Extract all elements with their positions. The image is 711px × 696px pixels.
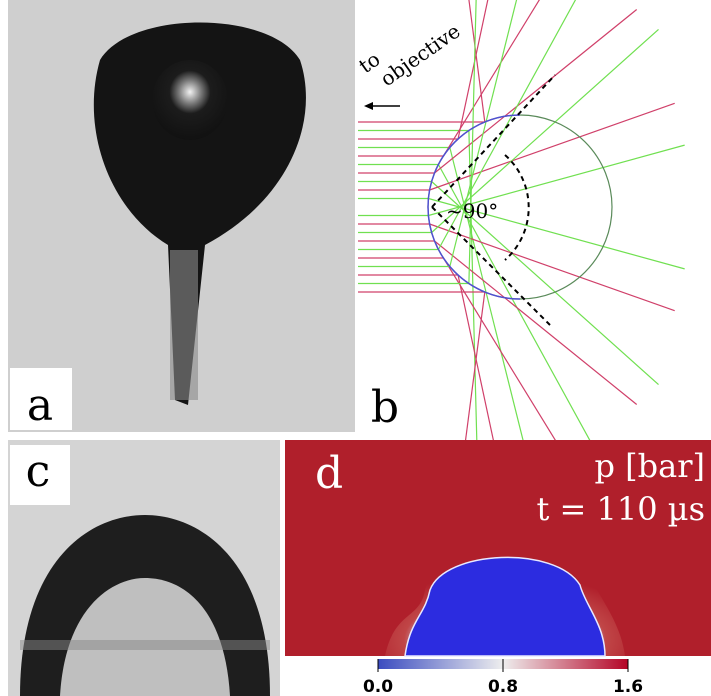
bright-spot xyxy=(152,60,228,140)
angle-text: ~90° xyxy=(446,199,498,223)
colorbar-tick-label: 1.6 xyxy=(613,677,643,696)
panel-a: a xyxy=(8,0,355,432)
colorbar-tick-label: 0.0 xyxy=(363,677,393,696)
panel-d: d p [bar] t = 110 µs 0.0 0.8 1.6 xyxy=(285,440,711,696)
reflection xyxy=(20,640,270,650)
quantity-label: p [bar] xyxy=(595,447,705,485)
panel-label: b xyxy=(371,382,399,433)
figure: a to objective ~90° b c d p [bar] t = 11… xyxy=(0,0,711,696)
colorbar-tick-label: 0.8 xyxy=(488,677,518,696)
panel-label: c xyxy=(26,446,51,497)
jet xyxy=(170,250,198,400)
panel-c: c xyxy=(8,440,280,696)
panel-label: a xyxy=(27,380,53,431)
panel-label: d xyxy=(315,448,343,499)
time-label: t = 110 µs xyxy=(537,490,705,528)
